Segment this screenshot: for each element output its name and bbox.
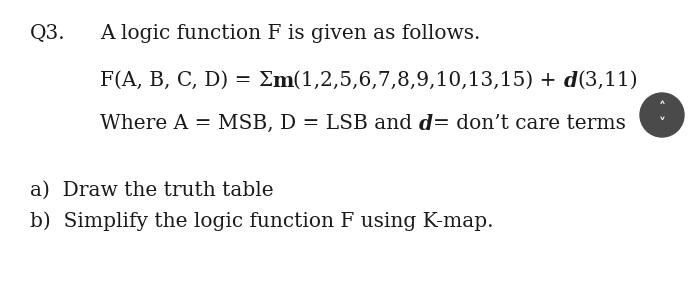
Text: a)  Draw the truth table: a) Draw the truth table: [30, 181, 274, 200]
Text: d: d: [419, 114, 433, 134]
Text: A logic function F is given as follows.: A logic function F is given as follows.: [100, 24, 480, 43]
Text: Where A = MSB, D = LSB and: Where A = MSB, D = LSB and: [100, 114, 419, 133]
Text: ˅: ˅: [659, 117, 665, 131]
Text: ˄: ˄: [659, 101, 665, 115]
Text: m: m: [272, 71, 294, 91]
Text: (3,11): (3,11): [578, 71, 638, 90]
Text: F(A, B, C, D) =: F(A, B, C, D) =: [100, 71, 258, 90]
Text: = don’t care terms: = don’t care terms: [433, 114, 625, 133]
Text: b)  Simplify the logic function F using K-map.: b) Simplify the logic function F using K…: [30, 211, 493, 231]
Circle shape: [640, 93, 684, 137]
Text: Q3.: Q3.: [30, 24, 66, 43]
Text: (1,2,5,6,7,8,9,10,13,15) +: (1,2,5,6,7,8,9,10,13,15) +: [294, 71, 563, 90]
Text: d: d: [563, 71, 578, 91]
Text: Σ: Σ: [258, 71, 272, 90]
